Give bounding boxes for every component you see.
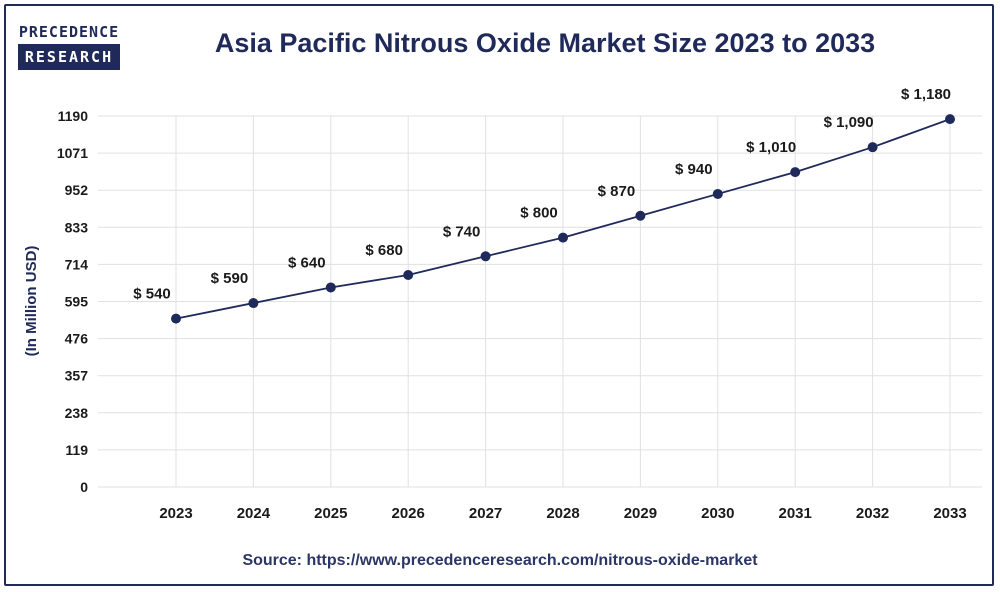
x-tick-label: 2031 — [779, 505, 812, 522]
data-point — [558, 232, 568, 243]
chart-frame — [4, 4, 994, 586]
data-label: $ 640 — [288, 254, 326, 271]
x-tick-label: 2030 — [701, 505, 734, 522]
data-point — [867, 142, 878, 153]
x-tick-label: 2024 — [237, 505, 271, 522]
data-point — [790, 167, 801, 178]
logo-line-2: RESEARCH — [18, 44, 120, 70]
x-tick-label: 2026 — [392, 505, 425, 522]
y-tick-label: 952 — [65, 182, 89, 198]
data-label: $ 940 — [675, 161, 713, 178]
brand-logo: PRECEDENCE RESEARCH — [18, 20, 120, 72]
x-tick-label: 2027 — [469, 505, 502, 522]
data-label: $ 680 — [365, 242, 403, 259]
y-tick-label: 595 — [65, 294, 89, 310]
data-point — [325, 282, 336, 293]
data-point — [635, 210, 646, 221]
data-point — [403, 270, 414, 280]
source-note: Source: https://www.precedenceresearch.c… — [242, 552, 758, 569]
y-tick-label: 833 — [65, 219, 89, 235]
data-label: $ 740 — [443, 223, 481, 240]
y-tick-label: 119 — [65, 442, 88, 458]
x-tick-label: 2025 — [314, 505, 347, 522]
data-label: $ 800 — [520, 205, 558, 222]
data-point — [248, 298, 259, 309]
data-point — [480, 251, 491, 262]
x-tick-label: 2029 — [624, 505, 657, 522]
y-tick-label: 1190 — [58, 108, 89, 124]
data-label: $ 1,180 — [901, 86, 951, 103]
y-tick-label: 0 — [80, 479, 88, 495]
y-tick-label: 357 — [65, 368, 89, 384]
data-label: $ 1,090 — [824, 114, 874, 131]
data-point — [171, 313, 181, 324]
x-tick-label: 2032 — [856, 505, 889, 522]
x-tick-label: 2028 — [546, 505, 579, 522]
chart-title: Asia Pacific Nitrous Oxide Market Size 2… — [214, 28, 876, 58]
y-tick-label: 476 — [65, 331, 89, 347]
y-tick-label: 1071 — [57, 145, 88, 161]
logo-line-1: PRECEDENCE — [18, 23, 120, 41]
data-point — [945, 114, 955, 125]
x-tick-label: 2023 — [159, 505, 192, 522]
data-label: $ 590 — [211, 270, 249, 287]
data-label: $ 870 — [598, 183, 636, 200]
y-tick-label: 714 — [65, 256, 89, 272]
data-label: $ 540 — [133, 286, 171, 303]
data-point — [712, 188, 723, 199]
data-label: $ 1,010 — [746, 139, 796, 156]
y-axis-title: (In Million USD) — [23, 246, 40, 357]
x-tick-label: 2033 — [933, 505, 966, 522]
y-tick-label: 238 — [65, 405, 89, 421]
